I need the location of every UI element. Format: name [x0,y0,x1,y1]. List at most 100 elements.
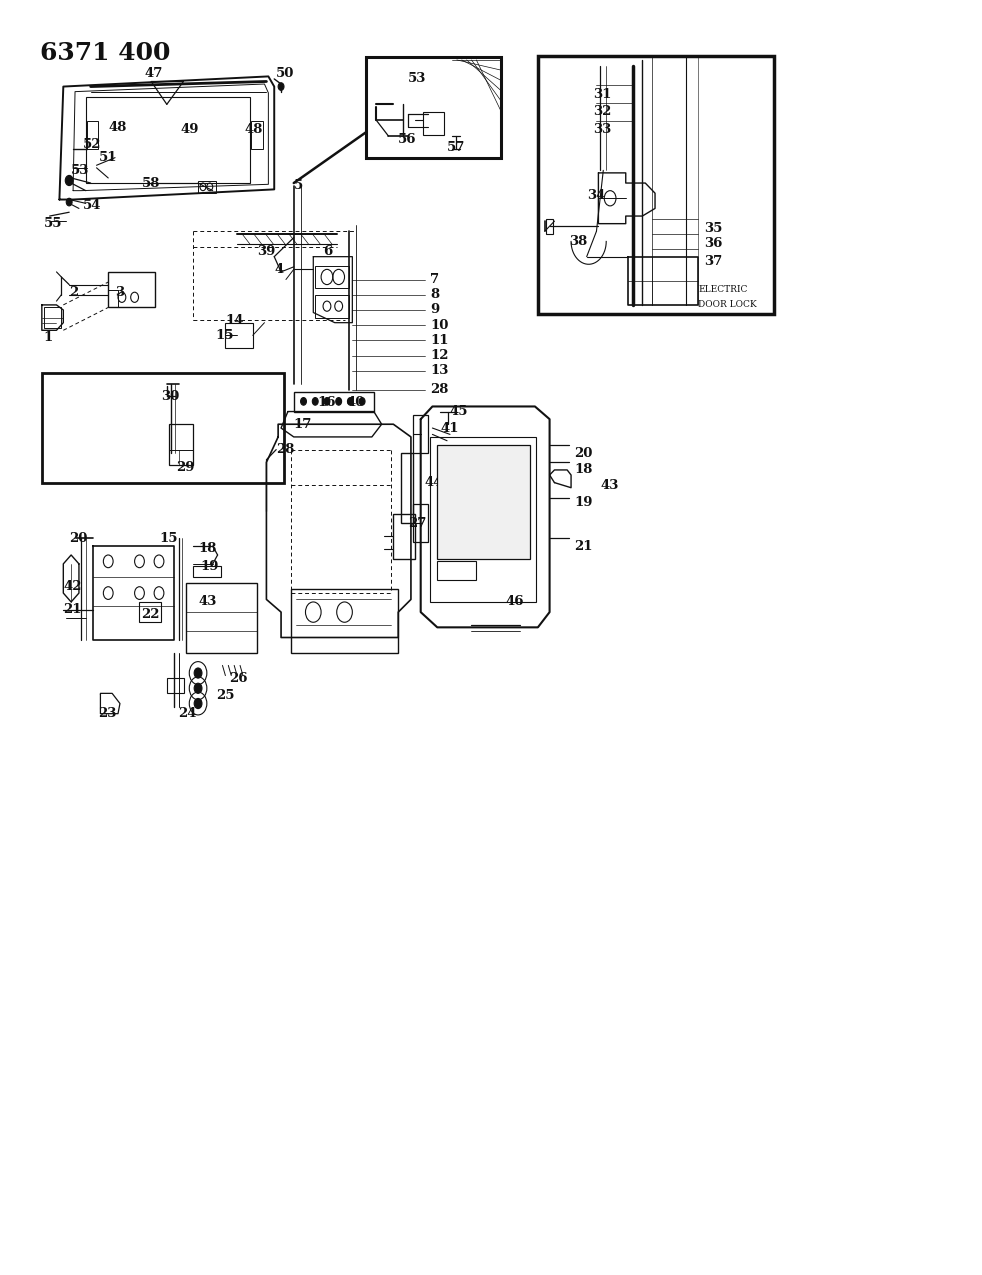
Text: 48: 48 [108,121,127,134]
Bar [193,566,221,576]
Circle shape [194,683,202,694]
Text: 2: 2 [69,286,79,298]
Bar [437,445,530,558]
Circle shape [336,398,342,405]
Circle shape [194,699,202,709]
Text: 55: 55 [44,217,62,231]
Circle shape [324,398,330,405]
Text: 14: 14 [226,314,244,326]
Text: 19: 19 [574,496,592,510]
Text: 37: 37 [704,255,722,268]
Text: 43: 43 [600,478,619,492]
Bar [294,393,374,412]
Text: 49: 49 [181,124,199,136]
Text: 4: 4 [274,263,284,275]
Text: 6371 400: 6371 400 [40,41,170,65]
Bar [315,265,350,288]
Bar [412,416,427,454]
Text: 36: 36 [704,237,722,250]
Text: 53: 53 [408,73,426,85]
Text: 10: 10 [430,319,449,332]
Text: 5: 5 [294,179,303,193]
Text: 34: 34 [586,189,605,203]
Text: 3: 3 [115,286,124,298]
Text: 48: 48 [245,124,263,136]
Text: 35: 35 [704,222,722,236]
Text: 58: 58 [141,176,160,190]
Circle shape [348,398,354,405]
Text: 28: 28 [430,384,449,397]
Bar [437,561,476,580]
Text: 6: 6 [323,245,332,258]
Text: 8: 8 [430,288,440,301]
Text: 26: 26 [230,672,247,685]
Bar [394,514,414,558]
Bar [226,323,252,348]
Circle shape [194,668,202,678]
Text: 50: 50 [276,68,295,80]
Text: 54: 54 [82,199,101,213]
Text: 44: 44 [424,476,443,490]
Text: 51: 51 [98,152,117,164]
Bar [108,272,155,307]
Bar [315,295,350,317]
Text: 12: 12 [430,349,449,362]
Circle shape [300,398,306,405]
Text: 38: 38 [570,235,587,247]
Bar [44,307,61,328]
Bar [546,218,554,233]
Text: 40: 40 [347,397,365,409]
Text: 28: 28 [276,444,295,456]
Text: 22: 22 [141,608,160,621]
Text: 21: 21 [574,539,592,552]
Bar [366,57,501,158]
Bar [139,602,161,622]
Text: 20: 20 [574,448,592,460]
Text: 21: 21 [63,603,82,616]
Text: 46: 46 [506,595,524,608]
Text: 42: 42 [63,580,82,593]
Text: 19: 19 [200,560,219,572]
Text: 53: 53 [71,164,89,177]
Bar [85,97,249,184]
Bar [538,56,774,314]
Circle shape [312,398,318,405]
Text: DOOR LOCK: DOOR LOCK [698,301,757,310]
Bar [412,504,427,542]
Bar [169,425,193,465]
Text: 7: 7 [430,273,440,286]
Text: 52: 52 [82,139,101,152]
Text: 33: 33 [593,124,612,136]
Text: 23: 23 [98,708,117,720]
Bar [167,678,185,694]
Text: 18: 18 [574,463,592,477]
Text: 18: 18 [198,542,216,555]
Circle shape [65,176,73,186]
Bar [42,374,284,483]
Bar [187,583,256,653]
Text: 11: 11 [430,334,449,347]
Text: 13: 13 [430,365,449,377]
Bar [86,121,98,149]
Bar [422,112,444,135]
Text: 15: 15 [159,532,178,544]
Text: 56: 56 [399,134,416,147]
Text: 27: 27 [408,516,426,529]
Text: 24: 24 [179,708,197,720]
Text: 45: 45 [450,405,468,418]
Bar [430,437,536,602]
Text: 15: 15 [216,329,234,342]
Bar [291,589,399,653]
Text: 32: 32 [593,106,612,119]
Text: 47: 47 [144,68,163,80]
Circle shape [359,398,365,405]
Text: 17: 17 [294,418,312,431]
Text: 25: 25 [216,690,234,703]
Text: 20: 20 [69,532,87,544]
Bar [402,454,412,523]
Bar [250,121,262,149]
Text: 16: 16 [317,397,336,409]
Circle shape [66,199,72,205]
Text: 39: 39 [256,245,275,258]
Text: 9: 9 [430,303,440,316]
